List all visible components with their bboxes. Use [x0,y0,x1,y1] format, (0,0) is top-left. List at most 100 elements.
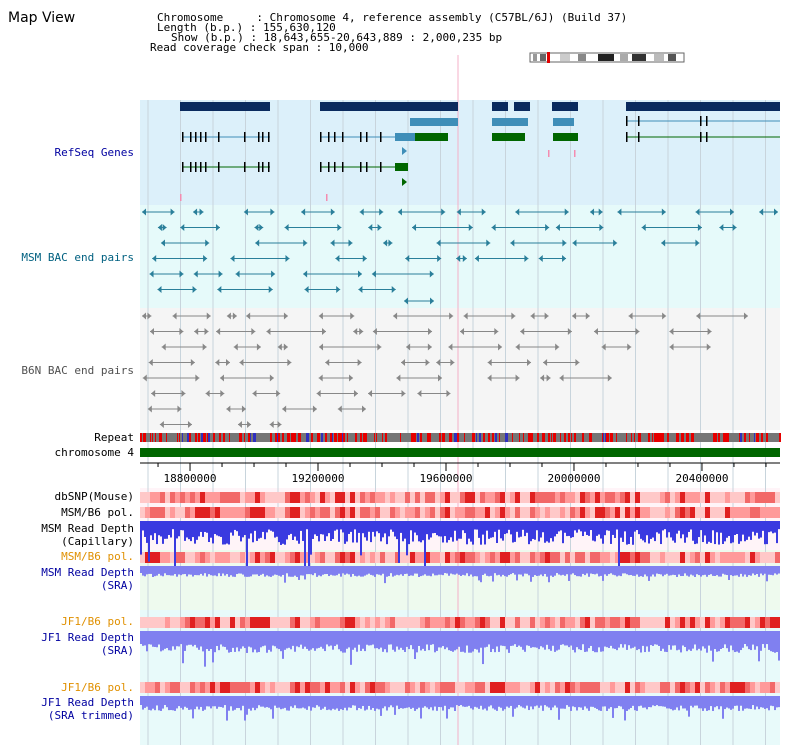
depth-bar [378,696,380,710]
depth-bar [714,521,716,545]
heat-tracks [140,492,780,693]
depth-bar [408,696,410,708]
repeat-element [648,433,649,442]
depth-bar [486,521,488,531]
depth-bar [394,631,396,652]
depth-bar [386,521,388,545]
depth-bar [540,696,542,706]
heat-cell [635,682,640,693]
depth-bar [444,696,446,706]
heat-cell [640,507,645,518]
depth-bar [400,566,402,575]
depth-bar [164,696,166,706]
bac-end-pairs[interactable] [142,208,778,429]
depth-bar [666,566,668,574]
heat-cell [350,492,355,503]
depth-bar [362,566,364,577]
depth-bar [334,521,336,531]
depth-bar [192,566,194,577]
depth-bar [402,566,404,576]
depth-bar [496,566,498,576]
depth-bar [290,521,292,534]
heat-cell [300,492,305,503]
depth-bar [576,566,578,577]
depth-bar [718,521,720,545]
heat-cell [570,552,575,563]
repeat-element [523,433,524,442]
bac-end-marker [220,390,225,397]
depth-bar [240,521,242,542]
depth-bar [382,631,384,652]
bac-end-marker [406,343,411,351]
depth-bar [640,566,642,577]
refseq-genes[interactable] [180,102,780,201]
repeat-element [363,433,366,442]
depth-bar [412,631,414,650]
depth-bar [180,566,182,576]
depth-bar [282,566,284,575]
depth-bar [158,521,160,536]
depth-bar [470,521,472,542]
depth-bar [358,696,360,708]
depth-bar [660,631,662,651]
heat-cell [515,682,520,693]
heat-cell [420,682,425,693]
heat-cell [700,617,705,628]
depth-bar [436,521,438,536]
depth-bar [638,521,640,535]
gene-block [552,102,578,111]
depth-bar [710,521,712,543]
heat-cell [575,507,580,518]
heat-cell [450,507,455,518]
depth-bar [400,696,402,709]
depth-bar [236,566,238,575]
bac-end-marker [474,255,479,262]
heat-cell [230,682,235,693]
depth-bar [640,631,642,653]
repeat-element [177,433,178,442]
depth-bar [620,631,622,645]
track-label-msm-bac[interactable]: MSM BAC end pairs [21,251,134,264]
depth-bar [608,696,610,709]
depth-bar [744,566,746,575]
depth-bar [522,631,524,650]
depth-bar [288,696,290,711]
depth-bar [244,521,246,536]
heat-cell [720,492,725,503]
chromosome-ideogram[interactable] [529,52,685,63]
heat-cell [775,492,780,503]
depth-bar [264,696,266,708]
heat-cell [320,507,325,518]
track-label-refseq[interactable]: RefSeq Genes [54,146,134,159]
gene-exon [244,162,246,172]
depth-bar [638,566,640,577]
heat-cell [185,507,190,518]
depth-bar [718,631,720,652]
depth-bar [770,631,772,652]
depth-bar [216,696,218,709]
heat-cell [775,507,780,518]
bac-end-marker [337,224,342,231]
depth-bar [268,631,270,650]
depth-bar [190,696,192,710]
depth-bar [432,631,434,645]
depth-bar [144,566,146,577]
depth-bar [310,696,312,711]
depth-bar [400,521,402,533]
depth-bar [478,631,480,653]
repeat-element [203,433,206,442]
depth-bar [390,521,392,530]
track-label-b6n-bac[interactable]: B6N BAC end pairs [21,364,134,377]
gene-exon [268,162,270,172]
repeat-element [652,433,653,442]
bac-end-marker [511,312,516,320]
depth-bar [684,521,686,543]
heat-cell [505,492,510,503]
depth-bar [612,566,614,575]
heat-cell [610,682,615,693]
heat-cell [655,617,660,628]
depth-bar [760,566,762,574]
repeat-element [250,433,251,442]
heat-cell [385,682,390,693]
